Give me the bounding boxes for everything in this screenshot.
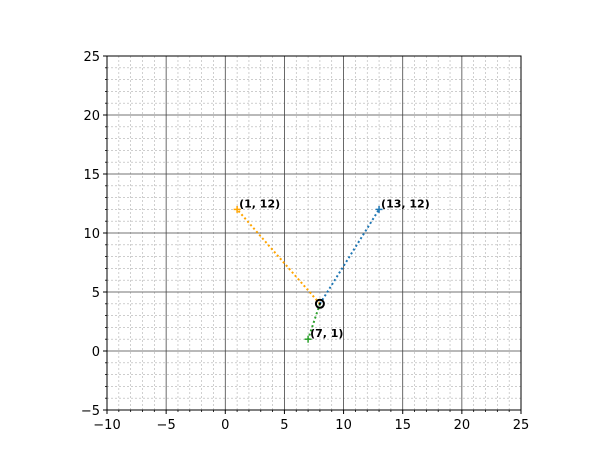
center-marker	[314, 298, 325, 309]
connector-line-0	[236, 208, 321, 305]
y-tick-label: 25	[83, 50, 100, 65]
point-marker-0	[233, 205, 241, 213]
x-tick-label: 5	[280, 418, 288, 433]
x-tick-label: −5	[157, 418, 176, 433]
center-marker-dot	[318, 302, 322, 305]
x-tick-label: 20	[454, 418, 471, 433]
x-tick-label: −10	[93, 418, 120, 433]
y-tick-label: 10	[83, 227, 100, 242]
connector-line-1	[319, 208, 380, 305]
point-label-0: (1, 12)	[239, 197, 280, 210]
x-tick-label: 0	[221, 418, 229, 433]
y-tick-label: 20	[83, 109, 100, 124]
point-marker-1	[375, 205, 383, 213]
y-tick-label: 15	[83, 168, 100, 183]
point-label-2: (7, 1)	[310, 327, 343, 340]
x-tick-label: 10	[335, 418, 352, 433]
x-tick-label: 25	[513, 418, 530, 433]
connector-line-2	[307, 303, 321, 340]
series-layer: (1, 12) (13, 12) (7, 1)	[233, 197, 430, 343]
point-label-1: (13, 12)	[381, 197, 430, 210]
y-tick-label: −5	[81, 404, 100, 419]
y-tick-label: 0	[92, 345, 100, 360]
x-tick-label: 15	[394, 418, 411, 433]
point-marker-2	[304, 335, 312, 343]
grid	[106, 55, 522, 411]
y-tick-label: 5	[92, 286, 100, 301]
